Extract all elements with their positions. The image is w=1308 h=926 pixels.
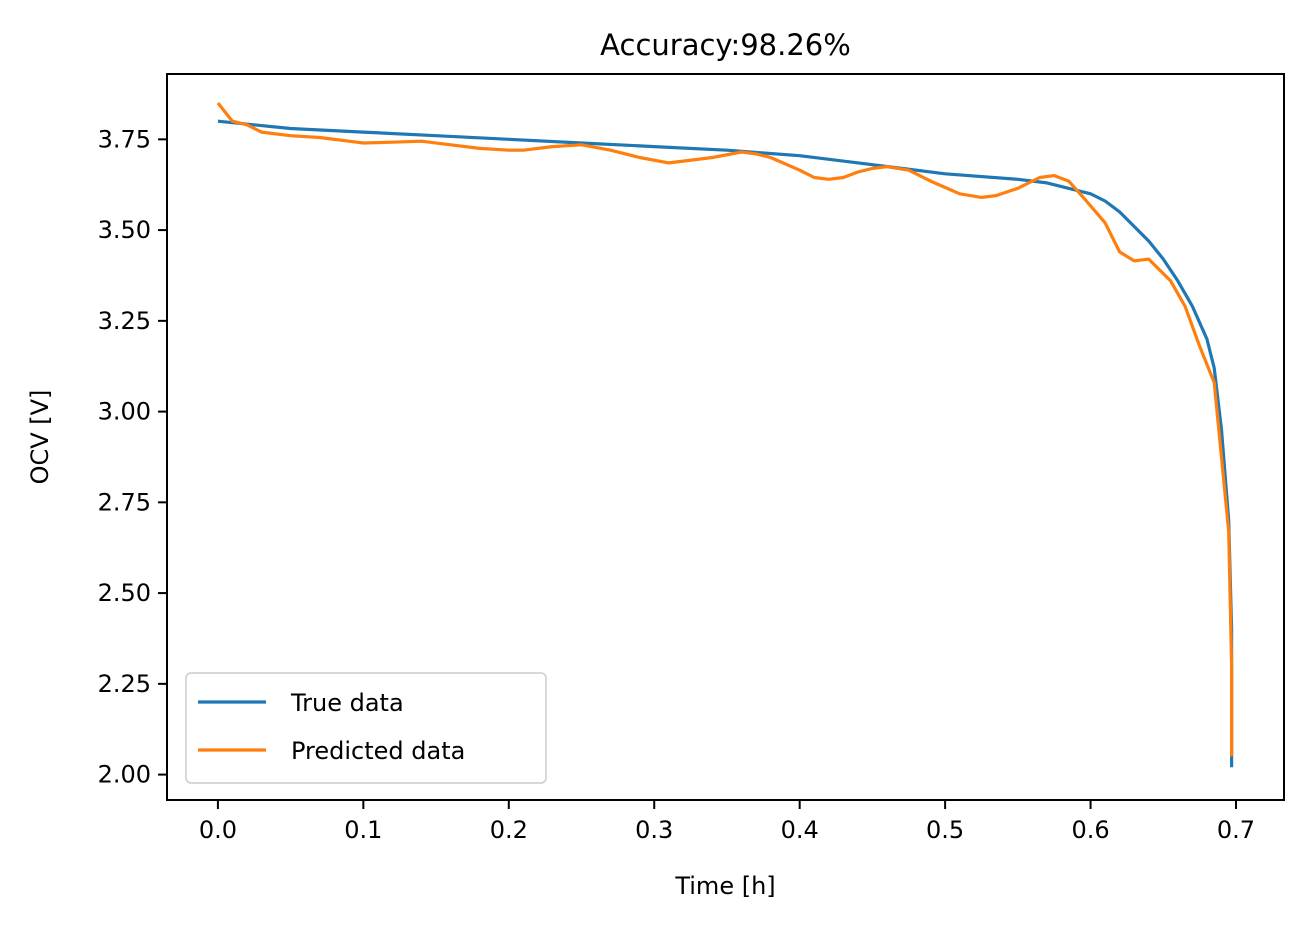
series-group	[216, 102, 1234, 768]
y-tick-label: 2.25	[98, 670, 151, 698]
series-line-true-data	[217, 119, 1234, 768]
chart-title: Accuracy:98.26%	[600, 28, 851, 62]
x-axis: 0.0 0.1 0.2 0.3 0.4 0.5 0.6 0.7	[199, 800, 1255, 844]
y-tick-label: 3.25	[98, 307, 151, 335]
legend-label-true-data: True data	[290, 689, 404, 717]
legend-label-predicted-data: Predicted data	[291, 737, 465, 765]
x-tick-label: 0.6	[1071, 816, 1109, 844]
series-line-predicted-data	[216, 102, 1234, 757]
y-tick-label: 2.50	[98, 579, 151, 607]
y-tick-label: 3.50	[98, 216, 151, 244]
y-tick-label: 2.75	[98, 488, 151, 516]
x-axis-title: Time [h]	[674, 872, 775, 900]
y-axis: 2.00 2.25 2.50 2.75 3.00 3.25 3.50 3.75	[98, 125, 167, 789]
plot-frame	[166, 73, 1285, 801]
x-tick-label: 0.5	[926, 816, 964, 844]
legend: True data Predicted data	[185, 672, 547, 784]
x-tick-label: 0.4	[781, 816, 819, 844]
legend-box	[185, 672, 547, 784]
y-tick-label: 2.00	[98, 761, 151, 789]
x-tick-label: 0.1	[344, 816, 382, 844]
y-axis-title: OCV [V]	[26, 390, 54, 485]
x-tick-label: 0.7	[1217, 816, 1255, 844]
y-tick-label: 3.75	[98, 125, 151, 153]
y-tick-label: 3.00	[98, 398, 151, 426]
x-tick-label: 0.3	[635, 816, 673, 844]
x-tick-label: 0.0	[199, 816, 237, 844]
x-tick-label: 0.2	[490, 816, 528, 844]
